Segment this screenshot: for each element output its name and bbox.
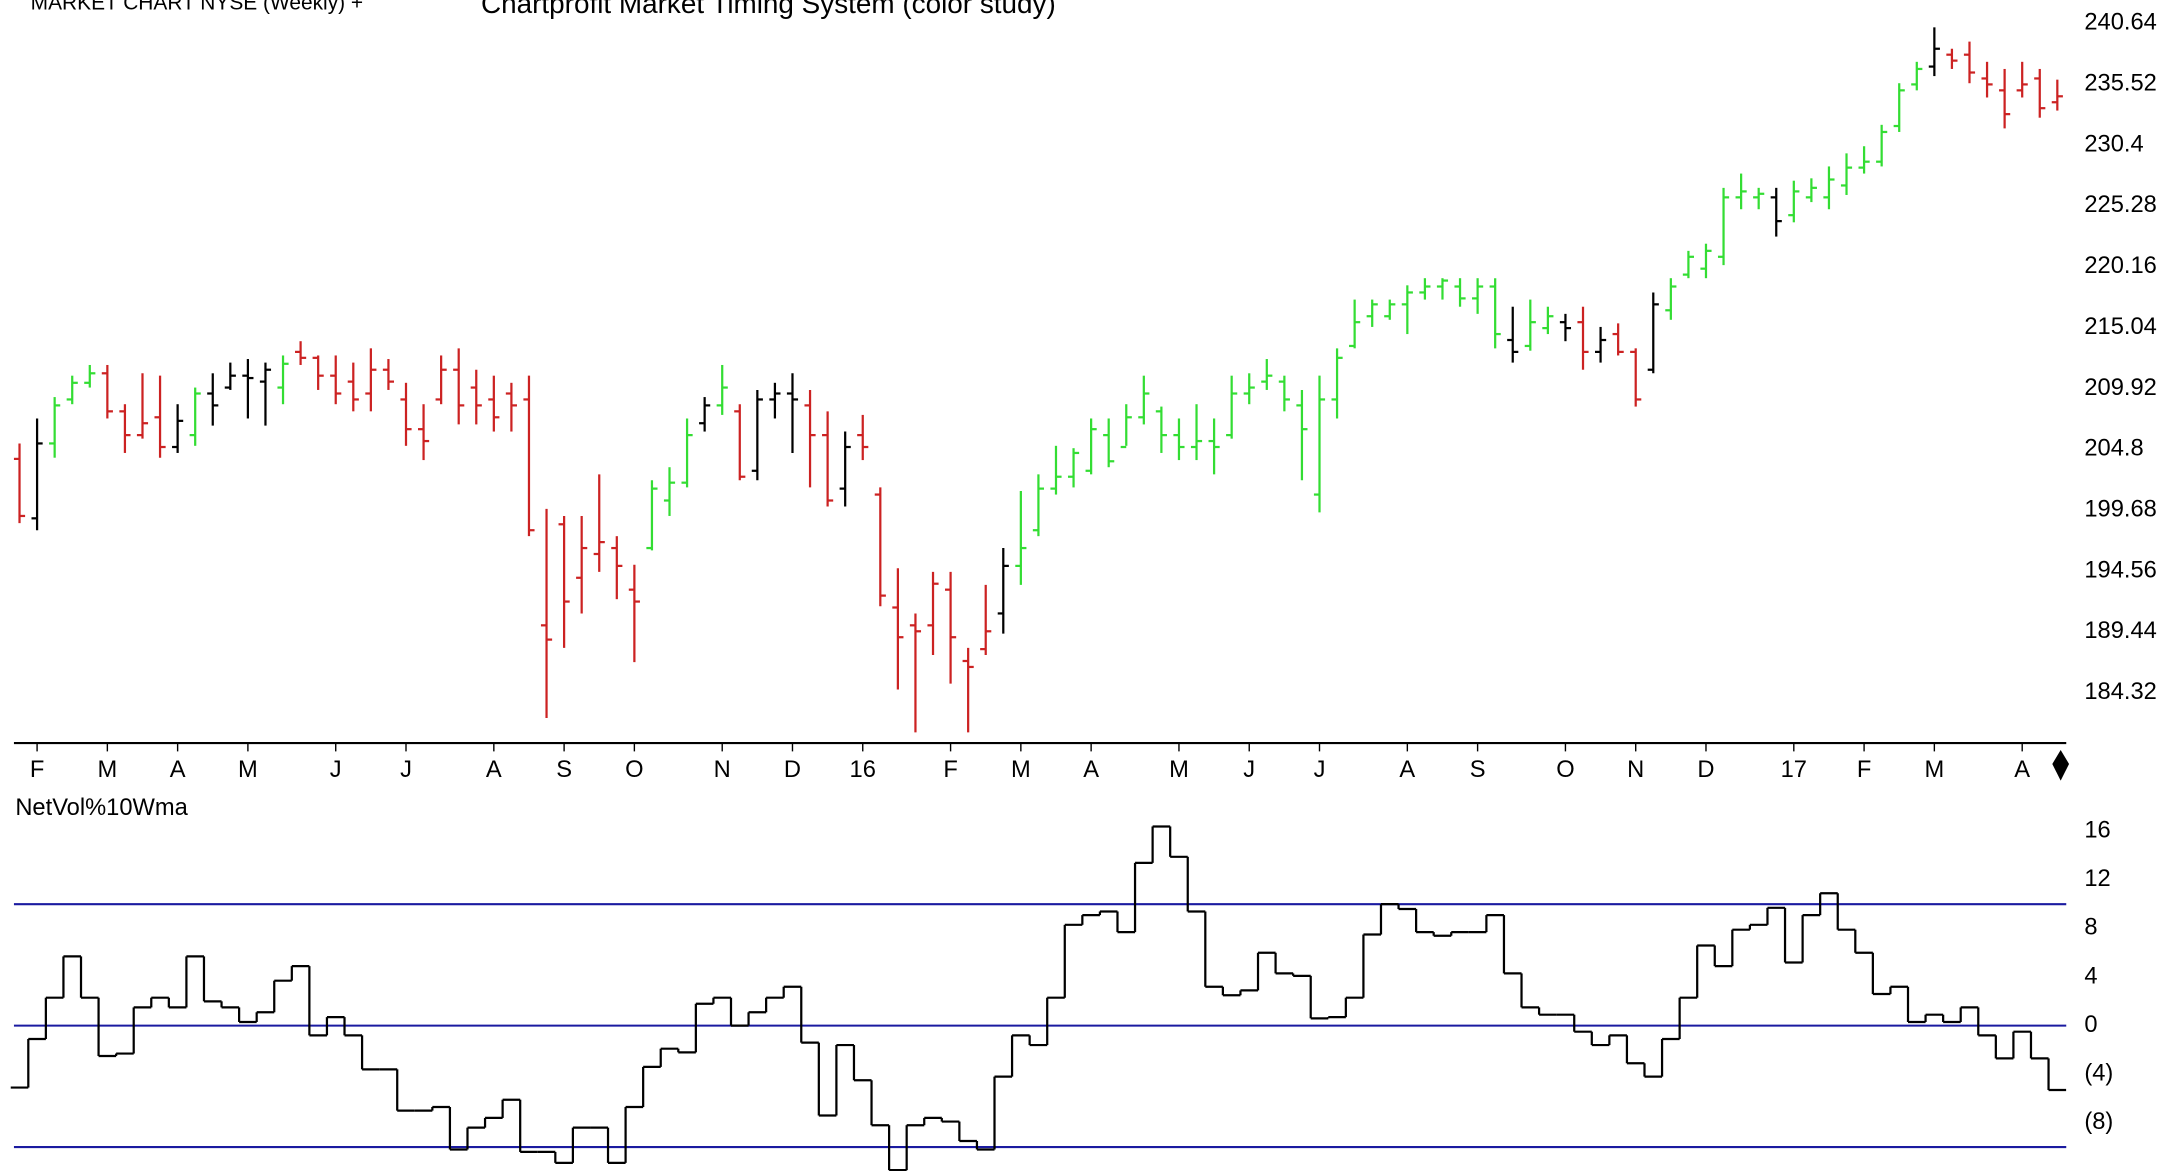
x-tick-label: M (1011, 757, 1031, 783)
x-tick-label: F (30, 757, 44, 783)
y-tick-label: 194.56 (2084, 557, 2156, 583)
y-tick-label: 184.32 (2084, 679, 2156, 705)
x-tick-label: F (943, 757, 957, 783)
x-tick-label: A (1399, 757, 1415, 783)
x-tick-label: J (400, 757, 412, 783)
x-tick-label: M (1169, 757, 1189, 783)
y-tick-label: 199.68 (2084, 497, 2156, 523)
x-tick-label: A (486, 757, 502, 783)
y-tick-label: 240.64 (2084, 10, 2156, 36)
x-tick-label: O (625, 757, 643, 783)
x-tick-label: S (1470, 757, 1486, 783)
indicator-title: NetVol%10Wma (15, 795, 188, 821)
x-tick-label: N (714, 757, 731, 783)
y-tick-label: (4) (2084, 1060, 2113, 1086)
y-tick-label: 204.8 (2084, 436, 2143, 462)
y-tick-label: 220.16 (2084, 253, 2156, 279)
x-tick-label: A (1083, 757, 1099, 783)
chart-title: MARKET CHART NYSE (Weekly) + (31, 0, 363, 15)
x-tick-label: M (97, 757, 117, 783)
x-tick-label: M (1924, 757, 1944, 783)
x-tick-label: A (2014, 757, 2030, 783)
x-tick-label: D (1697, 757, 1714, 783)
x-tick-label: N (1627, 757, 1644, 783)
x-tick-label: F (1857, 757, 1871, 783)
y-tick-label: 4 (2084, 963, 2097, 989)
y-tick-label: 225.28 (2084, 192, 2156, 218)
y-tick-label: 189.44 (2084, 618, 2156, 644)
x-tick-label: M (238, 757, 258, 783)
y-tick-label: 209.92 (2084, 375, 2156, 401)
x-tick-label: 16 (850, 757, 876, 783)
y-tick-label: 235.52 (2084, 70, 2156, 96)
x-tick-label: S (556, 757, 572, 783)
x-tick-label: A (170, 757, 186, 783)
y-tick-label: 8 (2084, 915, 2097, 941)
x-tick-label: J (1243, 757, 1255, 783)
y-tick-label: 0 (2084, 1012, 2097, 1038)
x-tick-label: D (784, 757, 801, 783)
x-tick-label: 17 (1781, 757, 1807, 783)
y-tick-label: 16 (2084, 818, 2110, 844)
axis-end-marker (2052, 749, 2070, 781)
y-tick-label: (8) (2084, 1109, 2113, 1135)
y-tick-label: 215.04 (2084, 314, 2156, 340)
x-tick-label: J (330, 757, 342, 783)
y-tick-label: 230.4 (2084, 131, 2143, 157)
x-tick-label: J (1314, 757, 1326, 783)
chart-subtitle: Chartprofit Market Timing System (color … (481, 0, 1056, 19)
x-tick-label: O (1556, 757, 1574, 783)
y-tick-label: 12 (2084, 866, 2110, 892)
